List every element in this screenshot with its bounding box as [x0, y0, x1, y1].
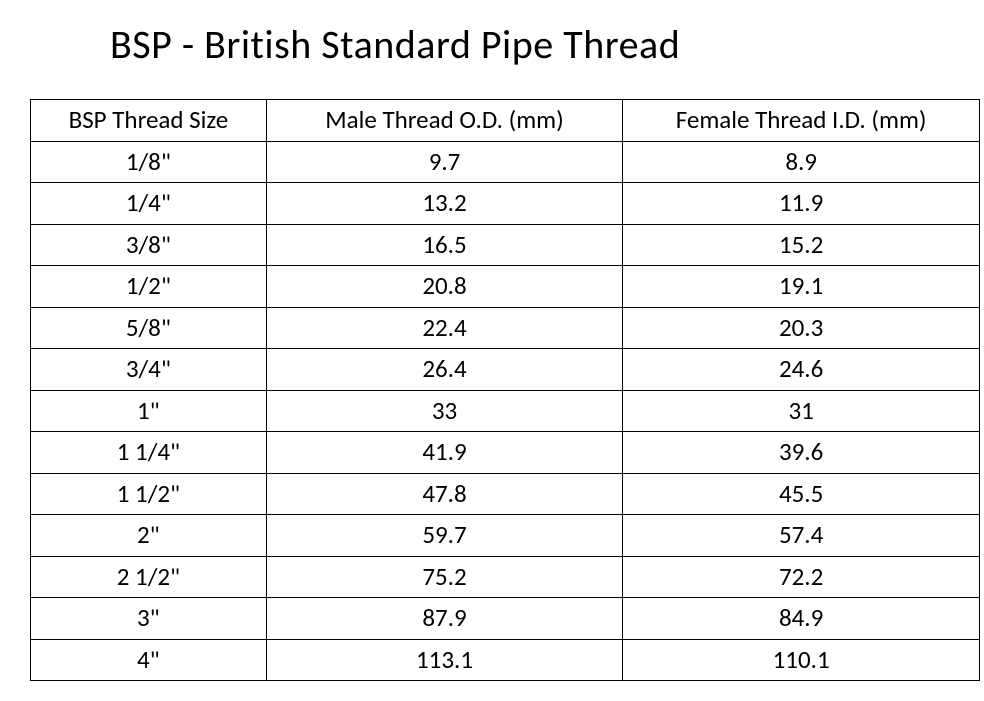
- page-title: BSP - British Standard Pipe Thread: [110, 20, 964, 69]
- cell-female: 24.6: [623, 349, 980, 391]
- col-header-female: Female Thread I.D. (mm): [623, 100, 980, 142]
- cell-female: 72.2: [623, 556, 980, 598]
- cell-female: 84.9: [623, 598, 980, 640]
- table-row: 3/8" 16.5 15.2: [31, 224, 980, 266]
- cell-male: 22.4: [266, 307, 623, 349]
- cell-female: 39.6: [623, 432, 980, 474]
- bsp-table: BSP Thread Size Male Thread O.D. (mm) Fe…: [30, 99, 980, 681]
- cell-size: 1 1/2": [31, 473, 267, 515]
- cell-male: 13.2: [266, 183, 623, 225]
- cell-male: 9.7: [266, 141, 623, 183]
- table-wrap: BSP Thread Size Male Thread O.D. (mm) Fe…: [30, 99, 964, 681]
- cell-male: 75.2: [266, 556, 623, 598]
- page-container: BSP - British Standard Pipe Thread BSP T…: [0, 0, 984, 701]
- table-header-row: BSP Thread Size Male Thread O.D. (mm) Fe…: [31, 100, 980, 142]
- cell-size: 3": [31, 598, 267, 640]
- table-row: 3/4" 26.4 24.6: [31, 349, 980, 391]
- cell-female: 57.4: [623, 515, 980, 557]
- cell-male: 33: [266, 390, 623, 432]
- cell-size: 2": [31, 515, 267, 557]
- cell-size: 2 1/2": [31, 556, 267, 598]
- table-row: 1/2" 20.8 19.1: [31, 266, 980, 308]
- cell-male: 20.8: [266, 266, 623, 308]
- cell-male: 47.8: [266, 473, 623, 515]
- cell-male: 87.9: [266, 598, 623, 640]
- table-row: 1" 33 31: [31, 390, 980, 432]
- table-row: 2 1/2" 75.2 72.2: [31, 556, 980, 598]
- cell-female: 45.5: [623, 473, 980, 515]
- table-row: 1/8" 9.7 8.9: [31, 141, 980, 183]
- table-row: 5/8" 22.4 20.3: [31, 307, 980, 349]
- table-row: 1 1/4" 41.9 39.6: [31, 432, 980, 474]
- table-row: 4" 113.1 110.1: [31, 639, 980, 681]
- table-row: 1/4" 13.2 11.9: [31, 183, 980, 225]
- cell-female: 31: [623, 390, 980, 432]
- cell-size: 1/4": [31, 183, 267, 225]
- cell-male: 113.1: [266, 639, 623, 681]
- cell-female: 8.9: [623, 141, 980, 183]
- cell-size: 3/4": [31, 349, 267, 391]
- cell-female: 110.1: [623, 639, 980, 681]
- cell-size: 1 1/4": [31, 432, 267, 474]
- cell-male: 26.4: [266, 349, 623, 391]
- table-row: 2" 59.7 57.4: [31, 515, 980, 557]
- table-row: 1 1/2" 47.8 45.5: [31, 473, 980, 515]
- cell-size: 1": [31, 390, 267, 432]
- cell-female: 19.1: [623, 266, 980, 308]
- cell-female: 20.3: [623, 307, 980, 349]
- cell-female: 15.2: [623, 224, 980, 266]
- col-header-male: Male Thread O.D. (mm): [266, 100, 623, 142]
- col-header-size: BSP Thread Size: [31, 100, 267, 142]
- cell-size: 5/8": [31, 307, 267, 349]
- cell-female: 11.9: [623, 183, 980, 225]
- table-row: 3" 87.9 84.9: [31, 598, 980, 640]
- cell-size: 1/8": [31, 141, 267, 183]
- cell-size: 3/8": [31, 224, 267, 266]
- cell-male: 59.7: [266, 515, 623, 557]
- table-body: 1/8" 9.7 8.9 1/4" 13.2 11.9 3/8" 16.5 15…: [31, 141, 980, 681]
- cell-size: 1/2": [31, 266, 267, 308]
- cell-size: 4": [31, 639, 267, 681]
- cell-male: 41.9: [266, 432, 623, 474]
- cell-male: 16.5: [266, 224, 623, 266]
